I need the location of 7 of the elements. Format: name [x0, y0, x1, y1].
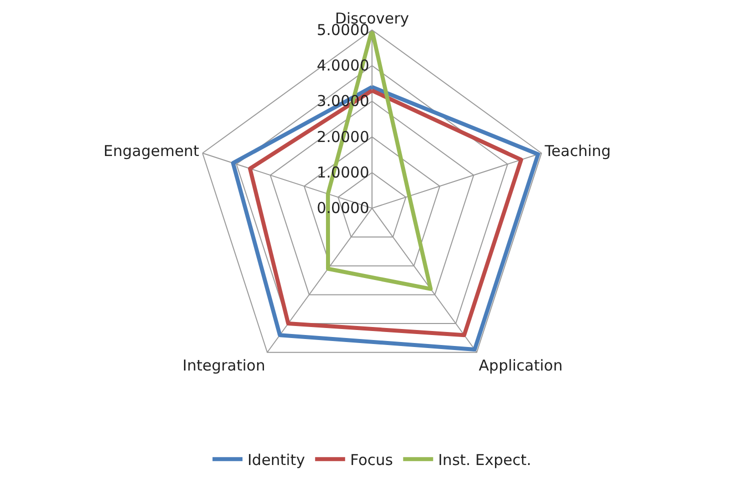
legend-label: Focus	[350, 450, 394, 469]
spoke-label: Integration	[182, 356, 266, 374]
legend-label: Inst. Expect.	[438, 450, 532, 469]
spoke-label: Engagement	[104, 142, 200, 160]
spoke-label: Application	[478, 356, 563, 374]
spoke-label: Teaching	[544, 142, 611, 160]
legend-label: Identity	[248, 450, 306, 469]
